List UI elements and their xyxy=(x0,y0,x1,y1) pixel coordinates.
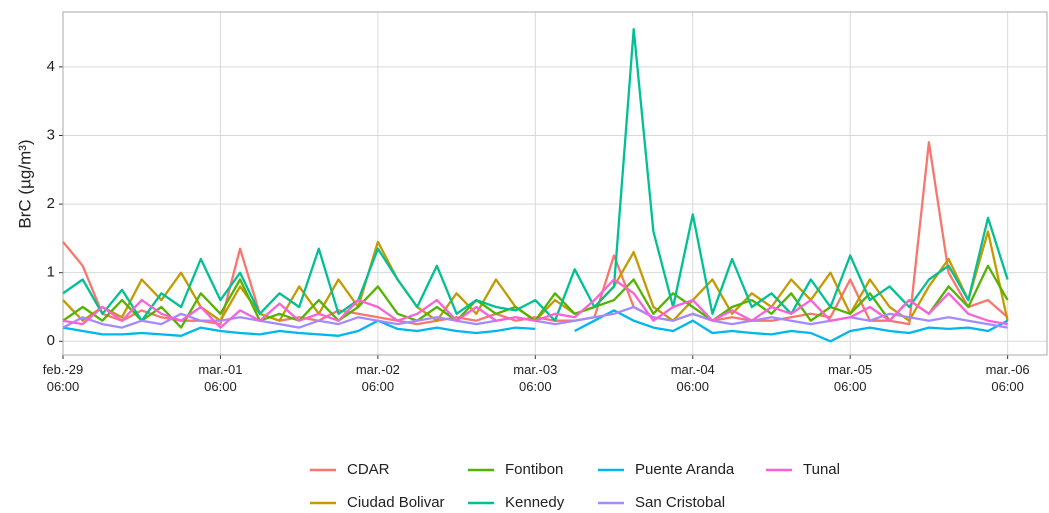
x-tick-label: feb.-29 06:00 xyxy=(43,362,83,394)
plot-border xyxy=(62,11,1048,356)
x-tick-label: mar.-06 06:00 xyxy=(986,362,1030,394)
y-axis-title: BrC (µg/m³) xyxy=(15,139,34,228)
x-tick-label: mar.-02 06:00 xyxy=(356,362,400,394)
x-tick-label: mar.-04 06:00 xyxy=(671,362,715,394)
legend-label: Kennedy xyxy=(505,494,565,511)
y-tick-label: 0 xyxy=(47,332,55,349)
y-tick-label: 3 xyxy=(47,126,55,143)
legend-label: Tunal xyxy=(803,461,840,478)
legend-label: Ciudad Bolivar xyxy=(347,494,445,511)
legend-label: San Cristobal xyxy=(635,494,725,511)
x-tick-label: mar.-01 06:00 xyxy=(198,362,242,394)
series-line xyxy=(62,278,1008,329)
x-tick-label: mar.-05 06:00 xyxy=(828,362,872,394)
series-line xyxy=(62,309,1009,343)
x-tick-label: mar.-03 06:00 xyxy=(513,362,557,394)
y-tick-label: 4 xyxy=(47,58,55,75)
series-line xyxy=(62,28,1009,322)
legend-label: Fontibon xyxy=(505,461,563,478)
series-line xyxy=(62,141,1009,326)
legend-label: Puente Aranda xyxy=(635,461,735,478)
y-tick-label: 1 xyxy=(47,264,55,281)
y-tick-label: 2 xyxy=(47,195,55,212)
legend-label: CDAR xyxy=(347,461,390,478)
